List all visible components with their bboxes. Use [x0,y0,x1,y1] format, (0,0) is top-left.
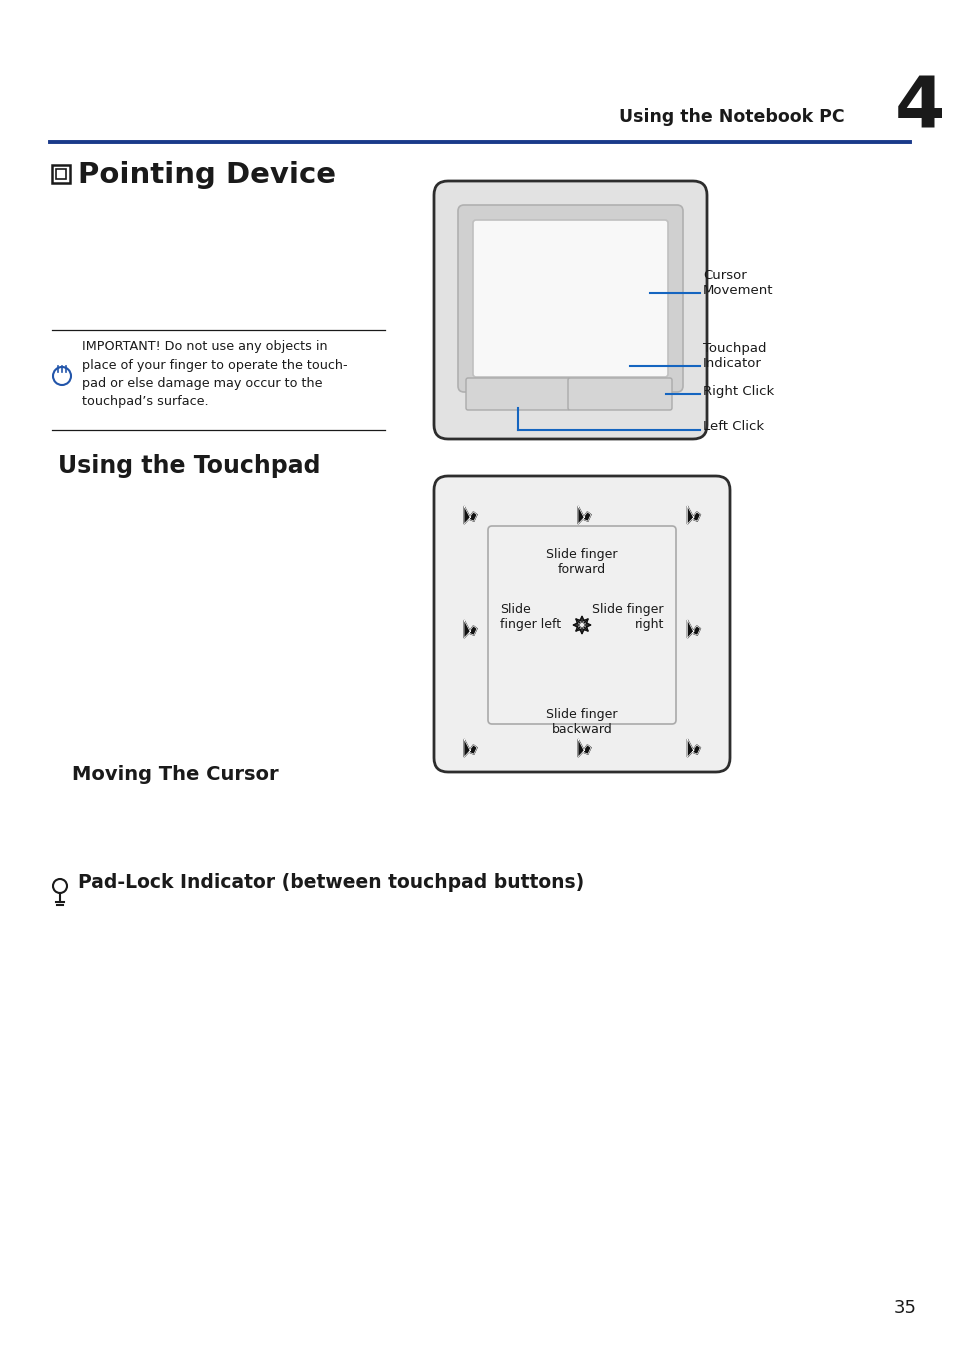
FancyBboxPatch shape [457,205,682,392]
FancyBboxPatch shape [465,378,569,409]
Text: Slide finger
right: Slide finger right [592,603,663,631]
Bar [56,169,66,178]
Text: Using the Notebook PC: Using the Notebook PC [618,108,844,126]
Polygon shape [687,739,700,757]
FancyBboxPatch shape [488,526,676,724]
Text: Pad-Lock Indicator (between touchpad buttons): Pad-Lock Indicator (between touchpad but… [78,874,583,893]
FancyBboxPatch shape [434,181,706,439]
Text: IMPORTANT! Do not use any objects in
place of your finger to operate the touch-
: IMPORTANT! Do not use any objects in pla… [82,340,347,408]
Polygon shape [578,507,590,524]
Text: Slide
finger left: Slide finger left [499,603,560,631]
Polygon shape [687,620,700,638]
Bar [52,165,70,182]
Polygon shape [687,507,700,524]
Polygon shape [463,620,476,638]
FancyBboxPatch shape [473,220,667,377]
Text: Touchpad
Indicator: Touchpad Indicator [702,342,765,370]
Polygon shape [463,739,476,757]
Text: Slide finger
backward: Slide finger backward [546,708,618,736]
Text: 35: 35 [893,1300,916,1317]
Text: Left Click: Left Click [702,420,763,434]
Polygon shape [463,507,476,524]
FancyBboxPatch shape [567,378,671,409]
Polygon shape [578,739,590,757]
FancyBboxPatch shape [434,476,729,771]
Text: Moving The Cursor: Moving The Cursor [71,766,278,785]
Text: Cursor
Movement: Cursor Movement [702,269,773,297]
Text: Using the Touchpad: Using the Touchpad [58,454,320,478]
Text: Slide finger
forward: Slide finger forward [546,549,618,576]
Text: 4: 4 [894,73,944,142]
Text: Pointing Device: Pointing Device [78,161,335,189]
Text: Right Click: Right Click [702,385,774,397]
